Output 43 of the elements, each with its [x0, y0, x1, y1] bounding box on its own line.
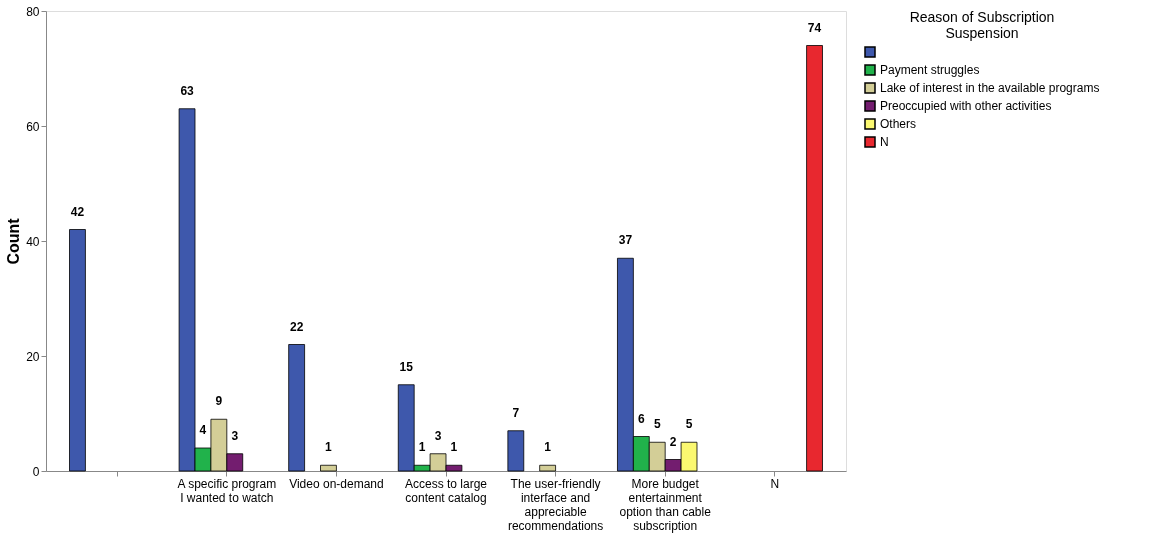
legend-title: Reason of Subscription Suspension — [909, 9, 1055, 41]
data-label: 42 — [70, 204, 85, 219]
data-label: 7 — [512, 405, 520, 420]
legend-label: Lake of interest in the available programs — [880, 81, 1100, 95]
data-label: 5 — [685, 417, 693, 432]
x-tick-label: The user-friendly interface and appreciable recommendations — [507, 476, 604, 533]
x-tick-label: Video on-demand — [289, 476, 384, 491]
x-tick-label: A specific program I wanted to watch — [177, 476, 277, 505]
data-label: 1 — [450, 440, 458, 455]
y-tick-label: 20 — [26, 349, 40, 364]
data-label: 6 — [637, 411, 645, 426]
data-label: 37 — [618, 233, 633, 248]
bar — [539, 464, 556, 472]
bar — [507, 430, 525, 472]
bar — [806, 45, 823, 472]
data-label: 5 — [653, 417, 661, 432]
legend-label: Others — [880, 117, 917, 131]
data-label: 63 — [180, 83, 195, 98]
y-tick-label: 60 — [26, 119, 40, 134]
bar — [320, 464, 337, 472]
bar — [69, 229, 86, 472]
x-tick-label: Access to large content catalog — [404, 476, 488, 505]
y-tick-label: 40 — [26, 234, 40, 249]
data-label: 2 — [669, 434, 677, 449]
data-label: 4 — [199, 423, 207, 437]
data-label: 3 — [434, 428, 442, 443]
data-label: 9 — [215, 394, 223, 409]
legend-label: Payment struggles — [880, 63, 980, 77]
data-label: 74 — [807, 20, 822, 35]
data-label: 1 — [544, 440, 552, 455]
legend-label: Preoccupied with other activities — [880, 99, 1052, 113]
data-label: 22 — [289, 319, 304, 334]
x-tick-label: More budget entertainment option than cable subscription — [619, 476, 712, 533]
data-label: 1 — [325, 440, 333, 455]
legend-label: N — [880, 135, 889, 149]
bar — [288, 344, 305, 472]
y-axis-title: Count — [5, 217, 23, 265]
x-tick-label: N — [770, 476, 780, 491]
y-tick-label: 0 — [32, 464, 40, 479]
y-tick-label: 80 — [26, 4, 40, 19]
data-label: 3 — [231, 428, 239, 443]
data-label: 1 — [418, 440, 426, 455]
data-label: 15 — [399, 359, 414, 374]
